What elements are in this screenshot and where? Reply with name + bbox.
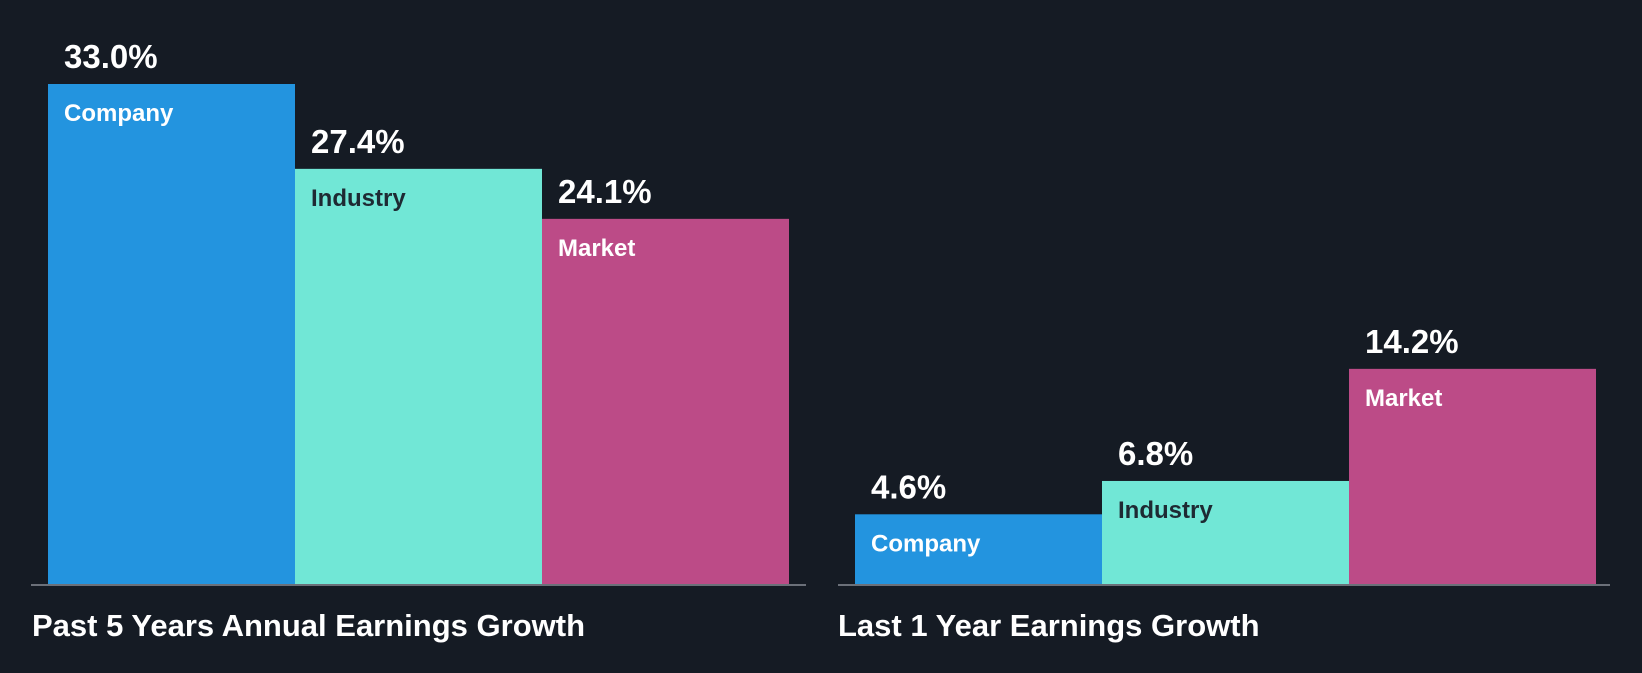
bar-industry <box>1102 480 1349 584</box>
bar-market <box>1349 368 1596 584</box>
category-label-industry: Industry <box>1118 497 1213 524</box>
bar-company <box>855 514 1102 584</box>
category-label-company: Company <box>871 530 981 557</box>
chart-title: Past 5 Years Annual Earnings Growth <box>32 608 585 643</box>
category-label-industry: Industry <box>311 185 406 212</box>
bar-industry <box>295 168 542 584</box>
value-label-industry: 6.8% <box>1118 435 1193 472</box>
category-label-company: Company <box>64 100 174 127</box>
value-label-company: 33.0% <box>64 38 158 75</box>
bar-company <box>48 84 295 584</box>
chart-title: Last 1 Year Earnings Growth <box>838 608 1260 643</box>
chart-panel-2: 4.6% Company 6.8% Industry 14.2% Market Last 1… <box>838 323 1610 643</box>
chart-panel-1: 33.0% Company 27.4% Industry 24.1% Market Past… <box>31 38 806 643</box>
category-label-market: Market <box>1365 385 1442 412</box>
bar-market <box>542 218 789 584</box>
value-label-market: 24.1% <box>558 173 652 210</box>
value-label-market: 14.2% <box>1365 323 1459 360</box>
value-label-company: 4.6% <box>871 468 946 505</box>
value-label-industry: 27.4% <box>311 123 405 160</box>
category-label-market: Market <box>558 235 635 262</box>
